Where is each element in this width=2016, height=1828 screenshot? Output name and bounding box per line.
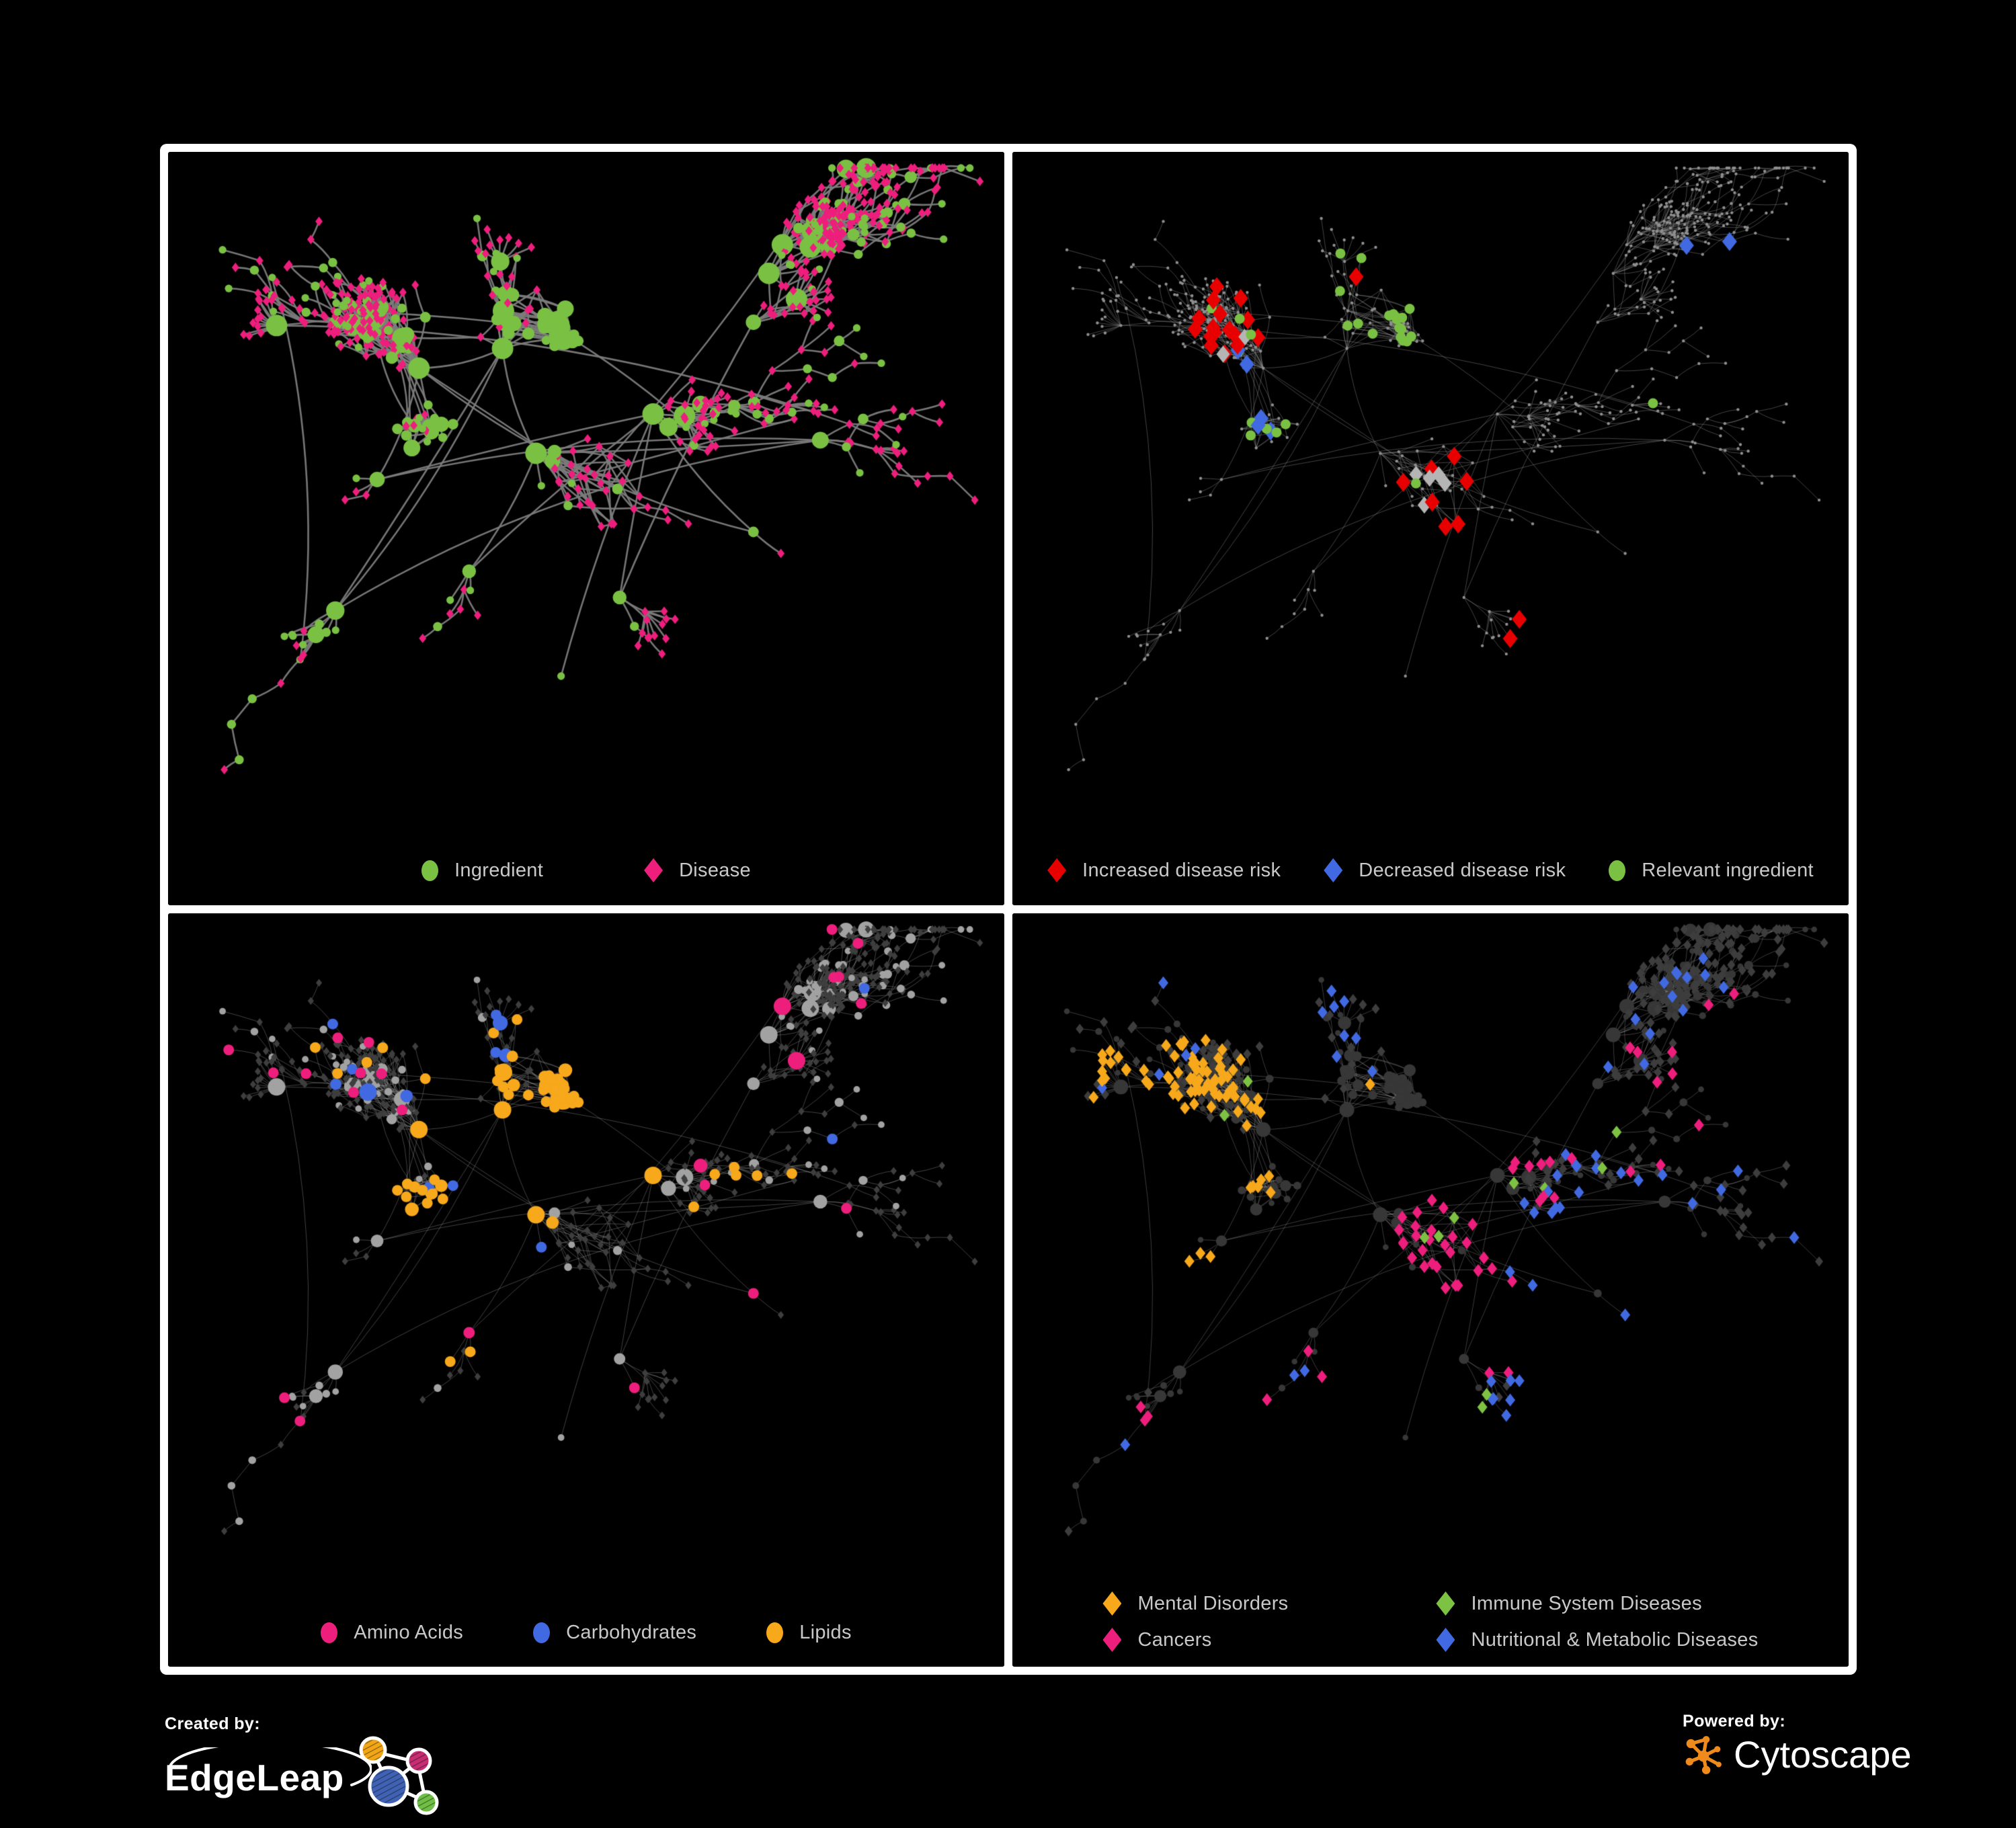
edgeleap-logo-icon — [359, 1736, 439, 1815]
legend-label-nutritional-metabolic-diseases: Nutritional & Metabolic Diseases — [1471, 1628, 1759, 1651]
legend-item-cancers: Cancers — [1102, 1628, 1211, 1652]
legend-item-relevant-ingredient: Relevant ingredient — [1609, 860, 1814, 882]
immune-system-diseases-marker — [1436, 1591, 1455, 1616]
panel-disease-classes: Mental Disorders Immune System Diseases … — [1012, 913, 1849, 1667]
legend-label-ingredient: Ingredient — [454, 859, 544, 881]
cytoscape-logo-icon — [1685, 1735, 1722, 1774]
powered-by-label: Powered by: — [1683, 1712, 1786, 1731]
legend-label-disease: Disease — [679, 859, 751, 881]
legend-label-decreased-risk: Decreased disease risk — [1359, 859, 1566, 881]
ingredient-marker — [421, 860, 439, 881]
network-canvas-ingredient-disease — [168, 152, 1004, 905]
panel-disease-risk: Increased disease risk Decreased disease… — [1012, 152, 1849, 905]
panel-macronutrients: Amino Acids Carbohydrates Lipids — [168, 913, 1004, 1667]
amino-acids-marker — [321, 1622, 338, 1643]
cytoscape-wordmark: Cytoscape — [1734, 1733, 1912, 1776]
legend-label-increased-risk: Increased disease risk — [1082, 859, 1281, 881]
network-canvas-macronutrients — [168, 913, 1004, 1666]
legend-macronutrients: Amino Acids Carbohydrates Lipids — [168, 1622, 1004, 1644]
legend-label-immune-system-diseases: Immune System Diseases — [1471, 1592, 1702, 1614]
edgeleap-swoosh-icon — [169, 1747, 372, 1786]
legend-ingredient-disease: Ingredient Disease — [168, 858, 1004, 882]
legend-item-increased-risk: Increased disease risk — [1047, 858, 1281, 882]
created-by-label: Created by: — [165, 1714, 260, 1733]
network-canvas-disease-classes — [1012, 913, 1849, 1666]
lipids-marker — [766, 1622, 784, 1643]
legend-disease-risk: Increased disease risk Decreased disease… — [1012, 858, 1849, 882]
legend-label-cancers: Cancers — [1137, 1628, 1212, 1651]
edgeleap-brand-row: EdgeLeap — [165, 1735, 442, 1820]
legend-item-immune-system-diseases: Immune System Diseases — [1436, 1591, 1702, 1616]
network-canvas-disease-risk — [1012, 152, 1849, 905]
legend-item-mental-disorders: Mental Disorders — [1102, 1591, 1288, 1616]
disease-marker — [644, 858, 663, 882]
panel-grid: Ingredient Disease Increased disease ris… — [160, 144, 1857, 1675]
panel-ingredient-disease: Ingredient Disease — [168, 152, 1004, 905]
nutritional-metabolic-diseases-marker — [1436, 1628, 1455, 1652]
legend-label-amino-acids: Amino Acids — [354, 1622, 464, 1643]
cytoscape-credit: Powered by: Cytoscape — [1683, 1712, 1912, 1776]
legend-label-lipids: Lipids — [799, 1622, 852, 1643]
cytoscape-brand-row: Cytoscape — [1683, 1733, 1912, 1776]
legend-item-amino-acids: Amino Acids — [321, 1622, 463, 1644]
legend-label-carbohydrates: Carbohydrates — [566, 1622, 697, 1643]
legend-item-carbohydrates: Carbohydrates — [533, 1622, 696, 1644]
carbohydrates-marker — [533, 1622, 551, 1643]
legend-item-lipids: Lipids — [766, 1622, 852, 1644]
legend-item-ingredient: Ingredient — [421, 860, 543, 882]
edgeleap-wordmark: EdgeLeap — [165, 1757, 344, 1798]
legend-label-mental-disorders: Mental Disorders — [1137, 1592, 1289, 1614]
legend-item-decreased-risk: Decreased disease risk — [1324, 858, 1566, 882]
decreased-risk-marker — [1324, 858, 1343, 882]
legend-disease-classes: Mental Disorders Immune System Diseases … — [1012, 1591, 1849, 1652]
legend-label-relevant-ingredient: Relevant ingredient — [1642, 859, 1814, 881]
relevant-ingredient-marker — [1609, 860, 1626, 881]
increased-risk-marker — [1047, 858, 1067, 882]
mental-disorders-marker — [1102, 1591, 1122, 1616]
cancers-marker — [1102, 1628, 1122, 1652]
edgeleap-credit: Created by: EdgeLeap — [165, 1714, 442, 1820]
legend-item-disease: Disease — [644, 858, 751, 882]
legend-item-nutritional-metabolic-diseases: Nutritional & Metabolic Diseases — [1436, 1628, 1758, 1652]
